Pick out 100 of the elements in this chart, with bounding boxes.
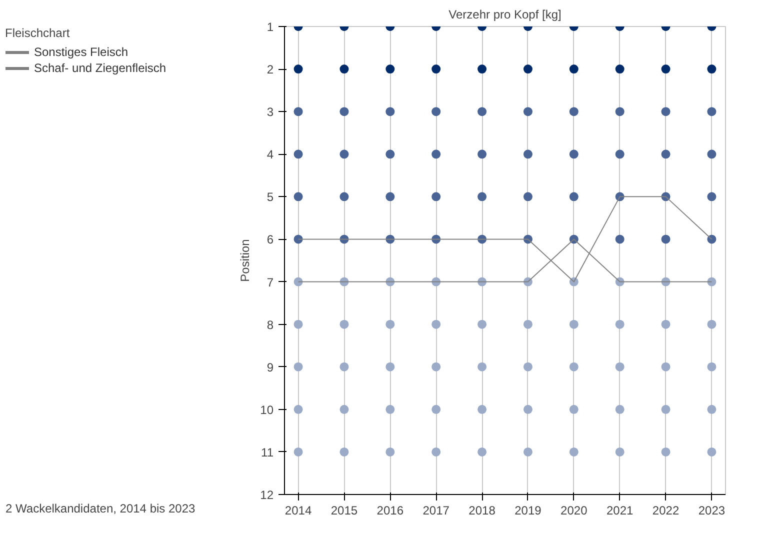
- y-tick-label: 9: [266, 360, 274, 374]
- point: [707, 277, 716, 286]
- legend-title: Fleischchart: [5, 26, 71, 40]
- point: [386, 64, 395, 74]
- point: [340, 107, 349, 116]
- chart-title: Verzehr pro Kopf [kg]: [448, 8, 562, 22]
- point: [523, 320, 532, 329]
- legend-label: Sonstiges Fleisch: [34, 45, 130, 59]
- point: [707, 234, 716, 244]
- y-tick-label: 7: [266, 275, 274, 290]
- y-tick-label: 6: [266, 232, 274, 247]
- x-tick-label: 2020: [560, 504, 588, 518]
- point: [707, 447, 716, 456]
- point: [615, 447, 624, 456]
- point: [294, 192, 303, 202]
- point: [432, 320, 441, 329]
- point: [523, 404, 532, 414]
- point: [340, 404, 349, 414]
- point: [523, 362, 532, 372]
- point: [661, 107, 670, 116]
- point: [661, 64, 670, 74]
- x-tick-label: 2014: [284, 504, 312, 518]
- point: [294, 404, 303, 414]
- point: [707, 64, 716, 74]
- point: [340, 192, 349, 202]
- point: [615, 150, 624, 159]
- point: [432, 150, 441, 159]
- point: [707, 320, 716, 329]
- point: [478, 447, 487, 456]
- y-tick-label: 12: [260, 488, 274, 502]
- point: [707, 362, 716, 372]
- legend-label: Schaf- und Ziegenfleisch: [34, 61, 168, 75]
- text: 2 Wackelkandidaten, 2014 bis 2023: [6, 502, 196, 516]
- point: [707, 150, 716, 159]
- point: [569, 150, 578, 159]
- point: [294, 234, 303, 244]
- y-tick-label: 1: [266, 20, 274, 34]
- point: [386, 150, 395, 159]
- point: [478, 192, 487, 202]
- x-tick-label: 2023: [698, 504, 726, 518]
- point: [615, 234, 624, 244]
- point: [661, 447, 670, 456]
- point: [340, 447, 349, 456]
- point: [478, 320, 487, 329]
- point: [569, 362, 578, 372]
- y-tick-label: 3: [266, 105, 274, 120]
- point: [432, 64, 441, 74]
- point: [386, 362, 395, 372]
- point: [615, 320, 624, 329]
- point: [386, 320, 395, 329]
- point: [569, 192, 578, 202]
- point: [569, 107, 578, 116]
- point: [569, 320, 578, 329]
- point: [523, 150, 532, 159]
- point: [386, 404, 395, 414]
- point: [615, 64, 624, 74]
- point: [661, 234, 670, 244]
- y-tick-label: 11: [261, 445, 274, 460]
- x-tick-label: 2017: [422, 504, 450, 518]
- point: [340, 362, 349, 372]
- point: [661, 150, 670, 159]
- point: [523, 64, 532, 74]
- point: [432, 362, 441, 372]
- y-tick-label: 2: [266, 62, 274, 77]
- point: [661, 320, 670, 329]
- point: [707, 192, 716, 202]
- y-axis-title: Position: [238, 239, 252, 282]
- y-tick-label: 4: [266, 148, 274, 162]
- point: [340, 150, 349, 159]
- point: [340, 64, 349, 74]
- point: [615, 404, 624, 414]
- point: [661, 404, 670, 414]
- point: [432, 404, 441, 414]
- point: [294, 277, 303, 286]
- point: [386, 192, 395, 202]
- x-tick-label: 2021: [606, 504, 634, 518]
- y-tick-label: 10: [260, 402, 274, 417]
- point: [432, 192, 441, 202]
- point: [569, 64, 578, 74]
- point: [294, 447, 303, 456]
- point: [569, 447, 578, 456]
- point: [523, 192, 532, 202]
- point: [615, 362, 624, 372]
- point: [523, 447, 532, 456]
- x-tick-label: 2022: [652, 504, 680, 518]
- y-tick-label: 8: [266, 318, 274, 332]
- point: [294, 362, 303, 372]
- point: [340, 320, 349, 329]
- point: [432, 107, 441, 116]
- point: [569, 404, 578, 414]
- point: [523, 107, 532, 116]
- point: [478, 64, 487, 74]
- point: [294, 320, 303, 329]
- point: [294, 150, 303, 159]
- point: [707, 107, 716, 116]
- y-tick-label: 5: [266, 190, 274, 204]
- point: [294, 64, 303, 74]
- x-tick-label: 2015: [330, 504, 358, 518]
- point: [707, 404, 716, 414]
- point: [478, 362, 487, 372]
